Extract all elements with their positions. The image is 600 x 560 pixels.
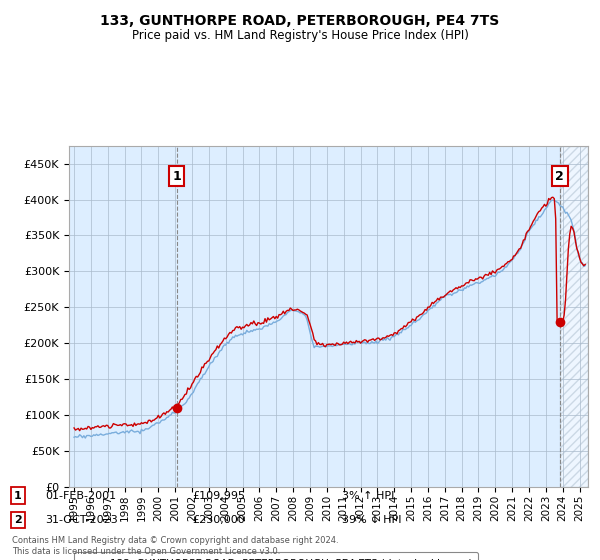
Text: Contains HM Land Registry data © Crown copyright and database right 2024.
This d: Contains HM Land Registry data © Crown c…	[12, 536, 338, 556]
Text: 2: 2	[14, 515, 22, 525]
Text: 01-FEB-2001: 01-FEB-2001	[45, 491, 116, 501]
Text: £109,995: £109,995	[192, 491, 245, 501]
Text: 133, GUNTHORPE ROAD, PETERBOROUGH, PE4 7TS: 133, GUNTHORPE ROAD, PETERBOROUGH, PE4 7…	[100, 14, 500, 28]
Text: 3% ↑ HPI: 3% ↑ HPI	[342, 491, 394, 501]
Legend: 133, GUNTHORPE ROAD, PETERBOROUGH, PE4 7TS (detached house), HPI: Average price,: 133, GUNTHORPE ROAD, PETERBOROUGH, PE4 7…	[74, 552, 478, 560]
Text: 31-OCT-2023: 31-OCT-2023	[45, 515, 118, 525]
Text: 1: 1	[172, 170, 181, 183]
Text: Price paid vs. HM Land Registry's House Price Index (HPI): Price paid vs. HM Land Registry's House …	[131, 29, 469, 42]
Text: 1: 1	[14, 491, 22, 501]
Text: £230,000: £230,000	[192, 515, 245, 525]
Text: 2: 2	[556, 170, 564, 183]
Text: 39% ↓ HPI: 39% ↓ HPI	[342, 515, 401, 525]
